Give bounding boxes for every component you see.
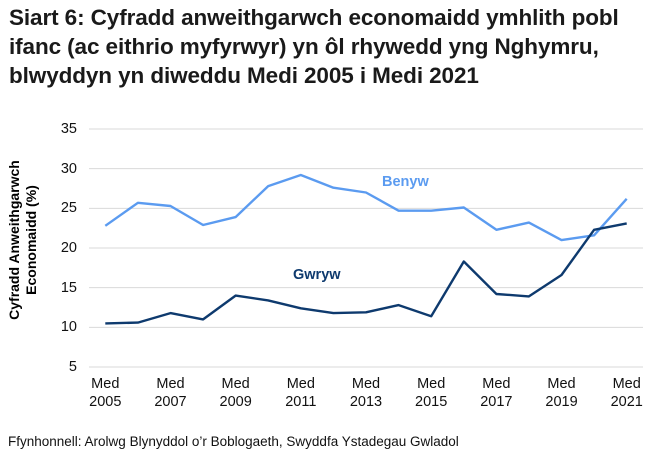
x-tick-label: Med 2019: [545, 376, 578, 410]
y-tick-label: 30: [60, 160, 77, 177]
x-tick-label: Med 2013: [349, 376, 383, 410]
series-line-benyw: [104, 173, 628, 242]
y-tick-label: 15: [60, 279, 77, 296]
x-tick-label: Med 2015: [415, 376, 448, 410]
y-tick-label: 35: [60, 121, 77, 137]
series-label-gwryw: Gwryw: [293, 267, 341, 283]
x-tick-label: Med 2005: [89, 376, 122, 410]
x-tick-label: Med 2011: [285, 376, 317, 410]
x-tick-label: Med 2007: [154, 376, 187, 410]
x-tick-label: Med 2021: [610, 376, 643, 410]
source-note: Ffynhonnell: Arolwg Blynyddol o’r Boblog…: [8, 434, 459, 449]
y-tick-label: 5: [68, 359, 77, 375]
series-label-benyw: Benyw: [382, 174, 429, 190]
y-tick-label: 20: [60, 240, 77, 256]
series-line-gwryw: [105, 222, 627, 325]
x-tick-label: Med 2009: [219, 376, 252, 410]
y-tick-label: 10: [60, 319, 77, 336]
y-tick-label: 25: [60, 200, 77, 217]
chart-title: Siart 6: Cyfradd anweithgarwch economaid…: [9, 5, 619, 88]
x-tick-label: Med 2017: [480, 376, 513, 410]
